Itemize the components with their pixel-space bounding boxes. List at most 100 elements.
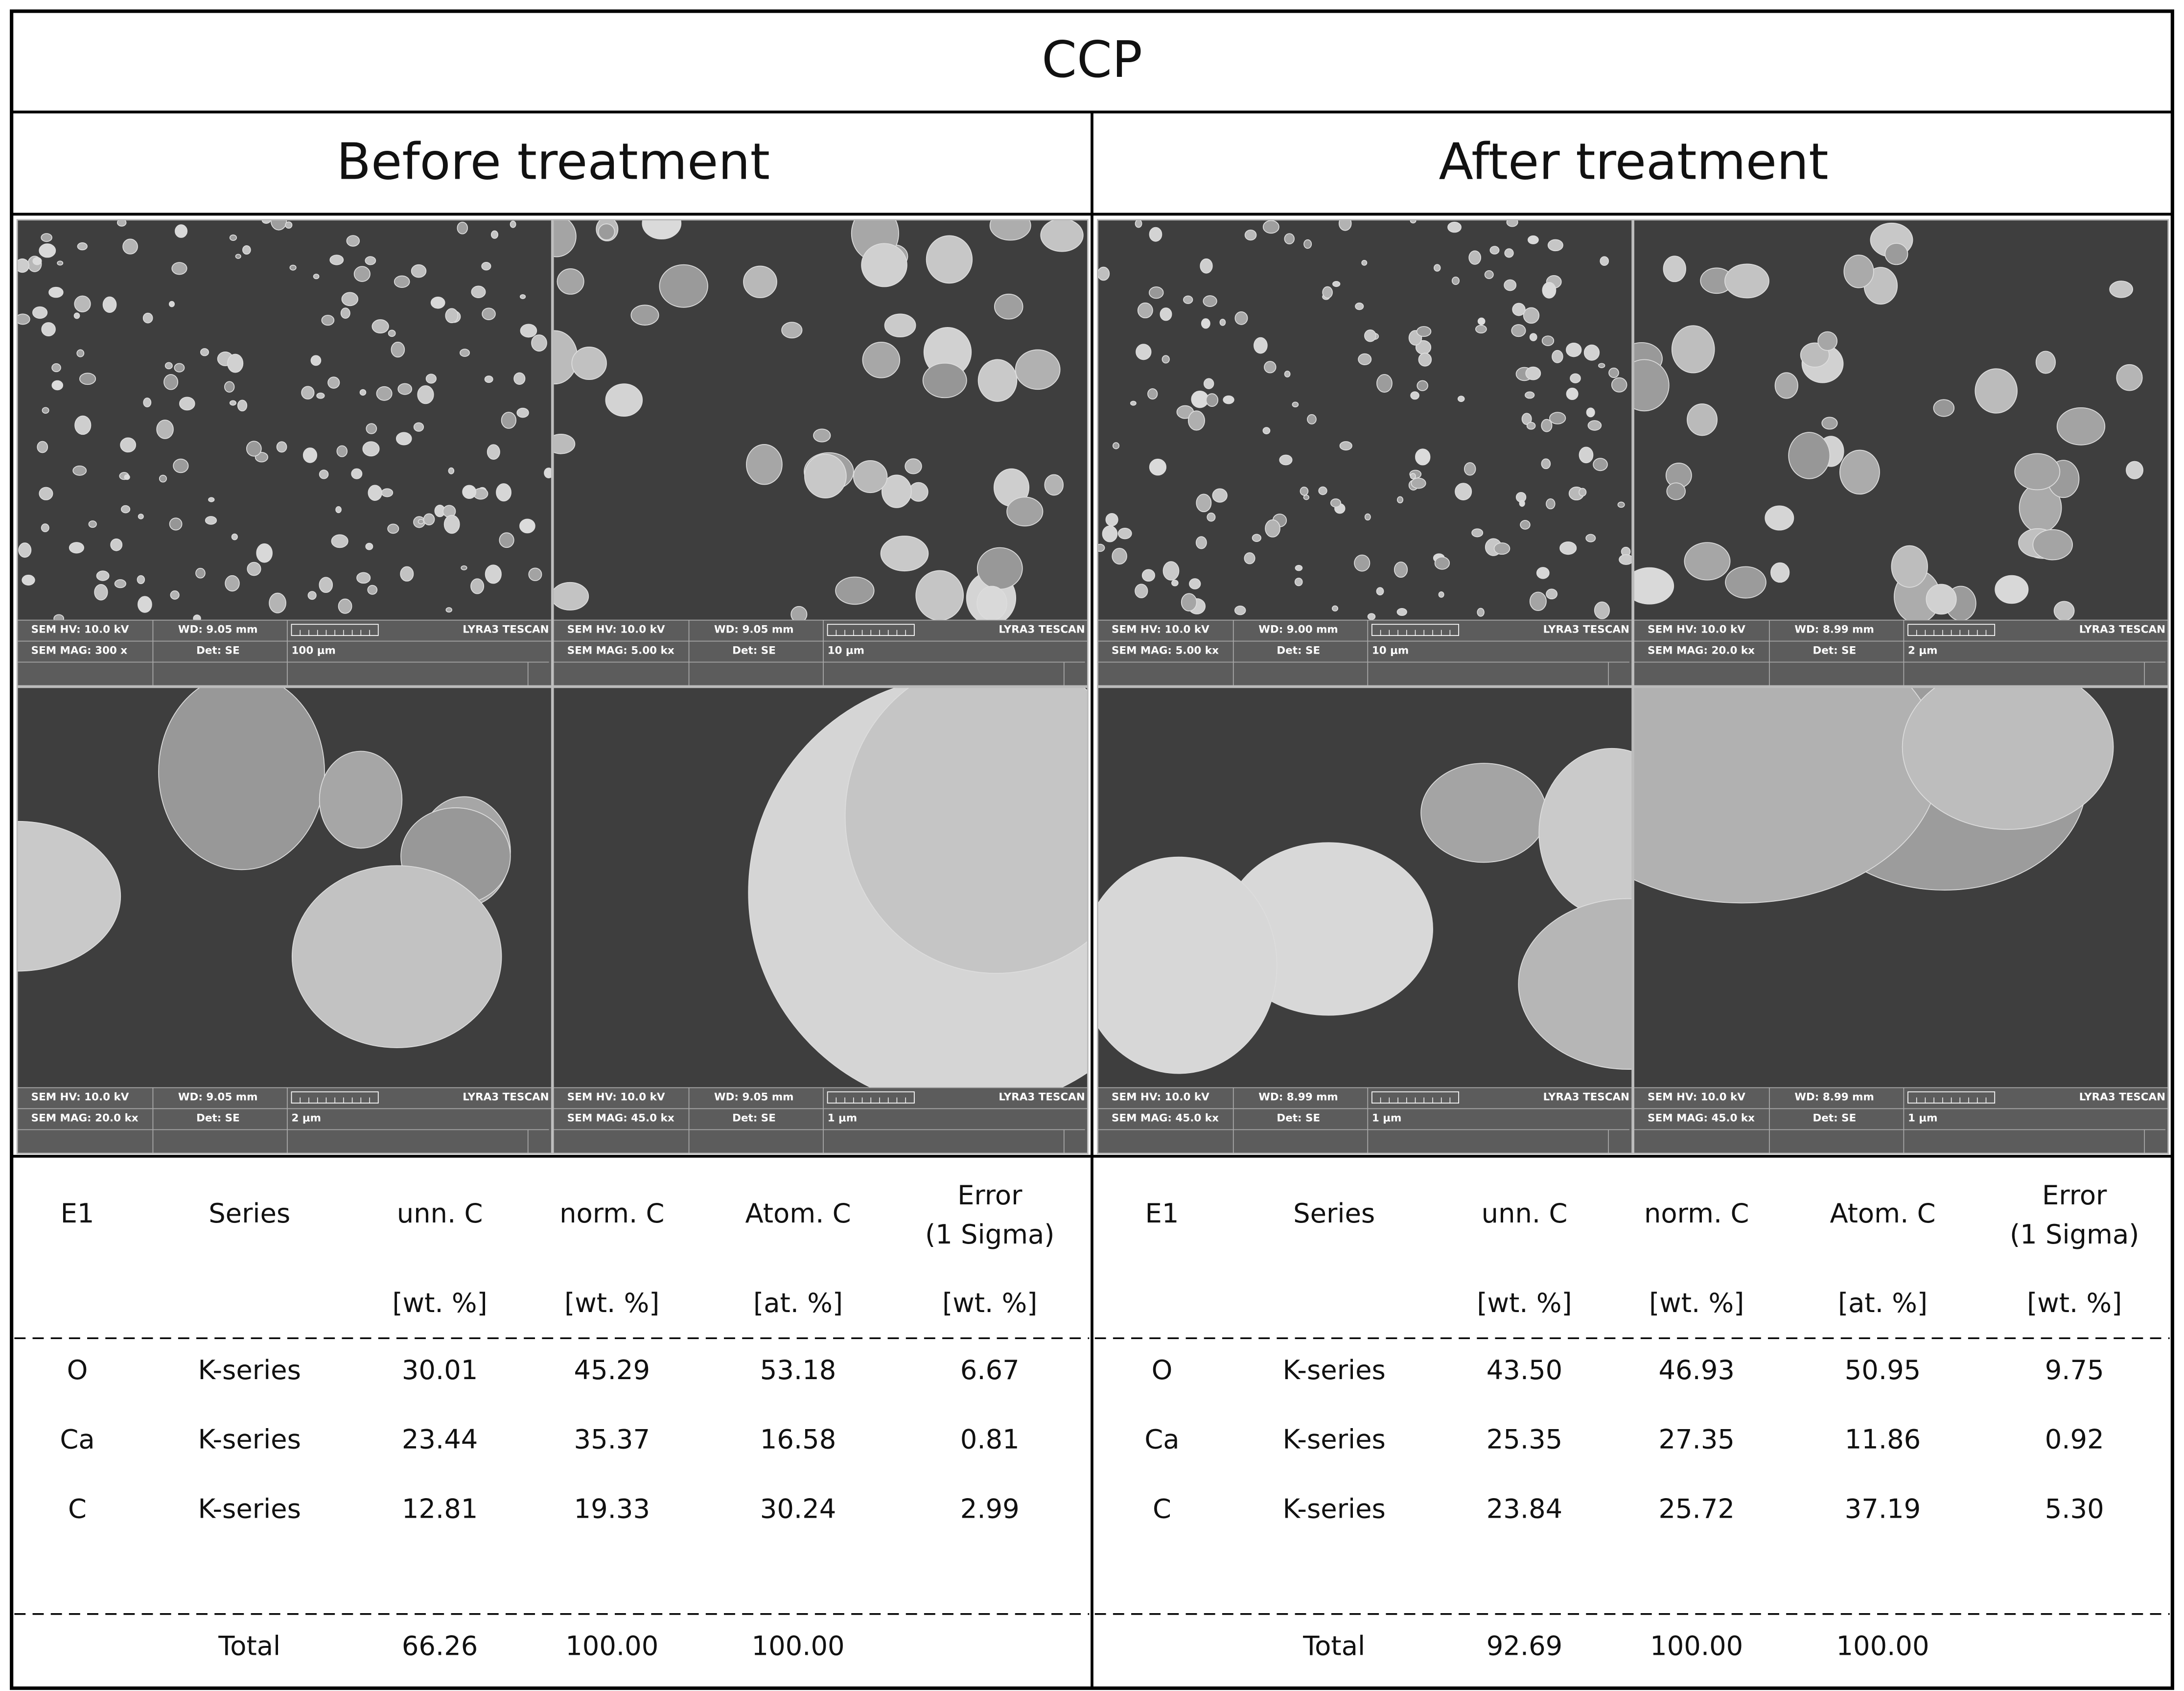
particle xyxy=(205,516,217,525)
info-wd: WD: 9.05 mm xyxy=(714,624,794,636)
particle xyxy=(519,518,535,534)
particle xyxy=(2109,281,2134,298)
particle xyxy=(1511,324,1526,337)
table-cell: Ca xyxy=(1144,1424,1179,1455)
particle xyxy=(1244,229,1257,241)
info-brand: LYRA3 TESCAN xyxy=(2079,624,2165,636)
particle xyxy=(1817,331,1838,351)
particle xyxy=(313,274,320,280)
total-cell: 100.00 xyxy=(1836,1630,1929,1661)
particle xyxy=(528,567,542,581)
particle xyxy=(96,570,110,581)
particle xyxy=(461,565,467,570)
image-frame xyxy=(16,686,553,1154)
particle xyxy=(462,485,477,499)
particle xyxy=(1579,488,1587,497)
particle xyxy=(1504,279,1517,291)
image-frame xyxy=(1097,219,1633,687)
particle xyxy=(1527,235,1539,244)
particle xyxy=(122,238,138,255)
image-frame xyxy=(1097,686,1633,1154)
particle xyxy=(327,376,340,389)
table-cell: 23.84 xyxy=(1487,1493,1563,1524)
particle xyxy=(174,363,185,373)
particle xyxy=(124,474,130,480)
particle xyxy=(1839,449,1880,495)
particle xyxy=(1417,380,1428,391)
sem-image: SEM HV: 10.0 kV WD: 8.99 mm LYRA3 TESCAN SE… xyxy=(1633,219,2169,687)
particle xyxy=(1262,427,1271,435)
particle xyxy=(1671,325,1715,374)
info-wd: WD: 9.05 mm xyxy=(178,1091,258,1104)
particle xyxy=(1663,256,1686,282)
particle xyxy=(1484,270,1494,279)
particle xyxy=(1410,472,1416,479)
total-cell: 92.69 xyxy=(1487,1630,1563,1661)
sem-image: SEM HV: 10.0 kV WD: 8.99 mm LYRA3 TESCAN SE… xyxy=(1097,686,1633,1154)
particle xyxy=(1112,547,1127,565)
particle xyxy=(553,434,576,454)
particle xyxy=(1559,541,1577,555)
particle xyxy=(1203,378,1214,389)
particle xyxy=(1130,400,1137,406)
table-header: (1 Sigma) xyxy=(925,1219,1054,1250)
panel-heading: After treatment xyxy=(1439,133,1828,191)
particle xyxy=(1666,482,1686,500)
particle xyxy=(1489,246,1500,255)
particle xyxy=(1523,307,1540,324)
particle xyxy=(175,224,188,238)
particle xyxy=(425,374,437,384)
table-cell: K-series xyxy=(198,1355,301,1386)
particle xyxy=(1687,403,1718,436)
particle xyxy=(2056,407,2106,446)
info-hv: SEM HV: 10.0 kV xyxy=(1112,1091,1209,1104)
particle xyxy=(977,359,1018,402)
particles xyxy=(553,219,1084,620)
particle xyxy=(1788,432,1831,479)
particle xyxy=(116,219,127,227)
particle xyxy=(1542,282,1557,299)
particle xyxy=(1136,344,1152,360)
sem-image: SEM HV: 10.0 kV WD: 9.05 mm LYRA3 TESCAN SE… xyxy=(552,219,1089,687)
table-unit: [at. %] xyxy=(753,1288,843,1318)
particle xyxy=(1196,493,1212,513)
particle xyxy=(994,293,1023,320)
particle xyxy=(340,307,350,319)
info-hv: SEM HV: 10.0 kV xyxy=(567,1091,665,1104)
particle xyxy=(1284,233,1295,245)
particles xyxy=(17,687,511,1048)
particle xyxy=(2014,453,2061,491)
particle xyxy=(77,242,88,251)
table-cell: 30.24 xyxy=(760,1493,836,1524)
particle xyxy=(41,523,49,533)
particle xyxy=(862,342,901,378)
particle xyxy=(1546,498,1556,510)
particle xyxy=(158,687,325,870)
particle xyxy=(376,386,393,401)
particle xyxy=(1519,500,1525,507)
particle xyxy=(1252,534,1261,542)
particle xyxy=(1600,256,1609,266)
info-det: Det: SE xyxy=(732,1112,776,1125)
table-cell: 16.58 xyxy=(760,1424,836,1455)
sem-image: SEM HV: 10.0 kV WD: 9.05 mm LYRA3 TESCAN SE… xyxy=(16,686,553,1154)
particle xyxy=(353,266,371,282)
info-mag: SEM MAG: 45.0 kx xyxy=(1648,1112,1755,1125)
particle xyxy=(359,389,367,396)
sem-image: SEM HV: 10.0 kV WD: 9.05 mm LYRA3 TESCAN SE… xyxy=(16,219,553,687)
particle xyxy=(193,614,201,620)
particle xyxy=(411,264,427,278)
particle xyxy=(170,590,180,600)
particle xyxy=(443,515,460,534)
particle xyxy=(1451,276,1460,285)
info-wd: WD: 8.99 mm xyxy=(1794,624,1874,636)
particle xyxy=(1512,303,1526,316)
particle xyxy=(156,420,174,439)
image-frame xyxy=(1633,686,2169,1154)
particle xyxy=(1541,335,1555,346)
particle xyxy=(291,865,502,1048)
info-mag: SEM MAG: 300 x xyxy=(31,645,128,657)
particle xyxy=(1201,318,1210,329)
total-label: Total xyxy=(1302,1630,1365,1661)
particle xyxy=(1396,496,1404,504)
